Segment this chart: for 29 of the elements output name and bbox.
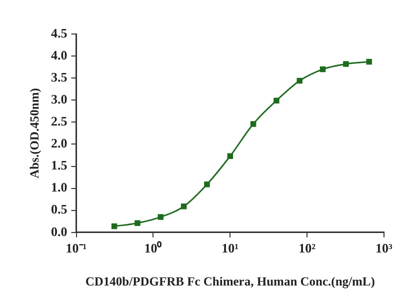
- x-axis-title: CD140b/PDGFRB Fc Chimera, Human Conc.(ng/mL): [85, 274, 375, 289]
- point: [204, 181, 210, 188]
- y-tick-label: 2.0: [51, 136, 68, 151]
- x-tick-label: 10⁰: [144, 240, 162, 256]
- y-tick-label: 1.0: [51, 180, 68, 195]
- point: [366, 58, 372, 65]
- point: [320, 66, 326, 72]
- x-tick-label: 10³: [376, 240, 393, 256]
- y-tick-label: 4.5: [51, 25, 68, 40]
- y-tick-label: 2.5: [51, 114, 68, 129]
- point: [274, 98, 280, 104]
- y-tick-label: 3.0: [51, 91, 68, 106]
- point: [227, 153, 233, 159]
- point: [158, 214, 164, 220]
- x-tick-label: 10²: [298, 240, 316, 256]
- point: [180, 204, 187, 210]
- y-axis-title: Abs.(OD.450nm): [28, 88, 42, 178]
- point: [134, 220, 140, 226]
- y-tick-label: 0.0: [51, 224, 68, 239]
- y-tick-label: 4.0: [51, 47, 68, 62]
- point: [111, 223, 118, 230]
- y-tick-label: 0.5: [51, 202, 68, 217]
- point: [296, 78, 302, 84]
- point: [250, 121, 256, 127]
- x-tick-label: 10⁻¹: [66, 240, 87, 256]
- point: [343, 61, 349, 67]
- y-tick-label: 1.5: [51, 158, 68, 173]
- y-tick-label: 3.5: [51, 69, 68, 84]
- x-tick-label: 10¹: [222, 240, 239, 256]
